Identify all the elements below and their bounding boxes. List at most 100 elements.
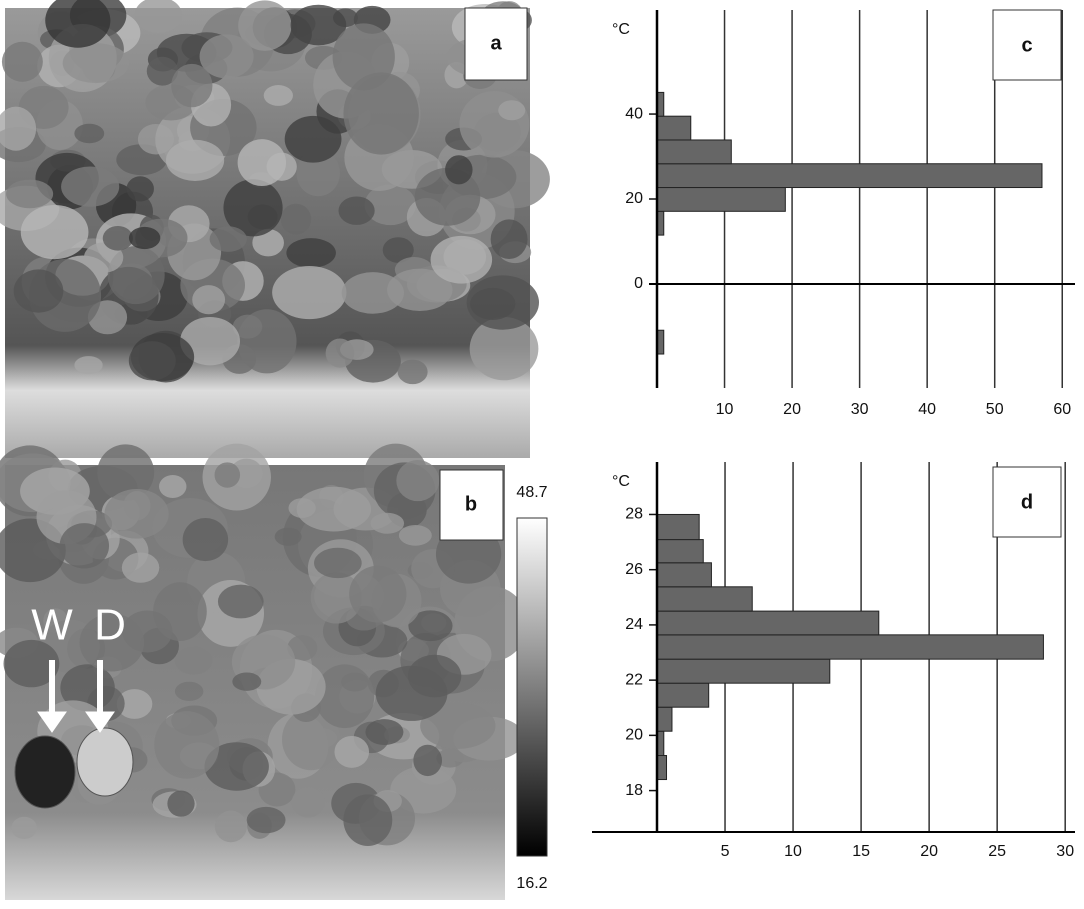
bar [656,610,880,636]
leaf [281,708,341,771]
marker-label: W [31,601,73,650]
x-tick-label: 50 [986,401,1004,418]
leaf [296,486,372,532]
leaf [11,816,37,839]
leaf [413,744,443,777]
x-tick-label: 15 [852,843,870,860]
leaf [349,565,407,623]
x-tick-label: 10 [784,843,802,860]
label-box [992,9,1062,81]
leaf [364,184,417,226]
y-tick-label: 0 [634,275,643,292]
leaf [116,689,153,719]
x-tick-label: 30 [851,401,869,418]
leaf [408,610,453,642]
wet-leaf [14,735,76,809]
leaf [134,0,183,34]
leaf [167,790,195,817]
leaf [182,518,229,562]
leaf [165,139,225,181]
x-tick-label: 20 [783,401,801,418]
leaf [382,237,414,263]
leaf [180,316,241,366]
leaf [407,654,462,698]
leaf [79,613,145,672]
leaf [370,512,405,534]
panel-label: c [1021,34,1032,56]
leaf [159,475,187,499]
leaf [338,196,375,225]
leaf [272,265,347,320]
leaf [204,742,269,791]
leaf [62,43,130,84]
leaf [490,219,528,259]
bar [656,634,1044,660]
bar [656,163,1043,189]
leaf [287,635,318,661]
y-axis-label: °C [612,21,630,38]
leaf [466,275,540,330]
colorbar-min: 16.2 [516,875,547,892]
leaf [332,23,395,91]
y-tick-label: 40 [625,105,643,122]
bar [656,139,732,165]
arrows [37,660,115,733]
leaf [174,681,204,701]
leaf [398,524,432,546]
panel-label: d [1021,491,1033,513]
leaf [246,806,286,834]
bar [656,755,668,781]
leaf [284,115,342,163]
x-tick-label: 60 [1053,401,1071,418]
x-tick-label: 40 [918,401,936,418]
leaf [238,0,292,51]
leaf [343,794,393,846]
leaf [217,584,264,619]
leaf [397,359,428,385]
leaf [343,72,419,155]
label-box [992,466,1062,538]
leaf [252,229,284,257]
leaf [128,341,176,381]
dry-leaf [76,727,134,797]
y-tick-label: 22 [625,671,643,688]
leaf [0,106,37,151]
bar [656,115,692,141]
marker-label: D [94,601,126,650]
y-tick-label: 26 [625,561,643,578]
colorbar [516,517,548,857]
x-tick-label: 10 [716,401,734,418]
leaf [1,41,43,82]
leaf [74,356,103,375]
bar [656,706,673,732]
x-tick-label: 20 [920,843,938,860]
leaf [420,702,496,749]
leaf [171,63,213,108]
bar [656,682,710,708]
label-box [464,7,528,81]
leaf [192,285,226,315]
leaf [430,235,493,284]
leaf [104,489,169,539]
leaf [174,646,213,675]
bar [656,586,753,612]
y-tick-label: 20 [625,727,643,744]
leaf [280,203,312,235]
leaf [334,735,370,768]
leaf [199,34,254,79]
leaf [290,4,347,46]
leaf [387,268,453,312]
leaf [263,85,293,106]
leaf [325,338,355,368]
bar [656,539,704,564]
leaf [45,0,111,48]
leaf [274,527,302,546]
leaf [232,672,262,691]
leaf [459,91,530,158]
leaf [13,269,64,313]
leaf [223,179,283,237]
leaf [291,787,325,818]
leaf [232,314,263,339]
leaf [365,719,404,745]
